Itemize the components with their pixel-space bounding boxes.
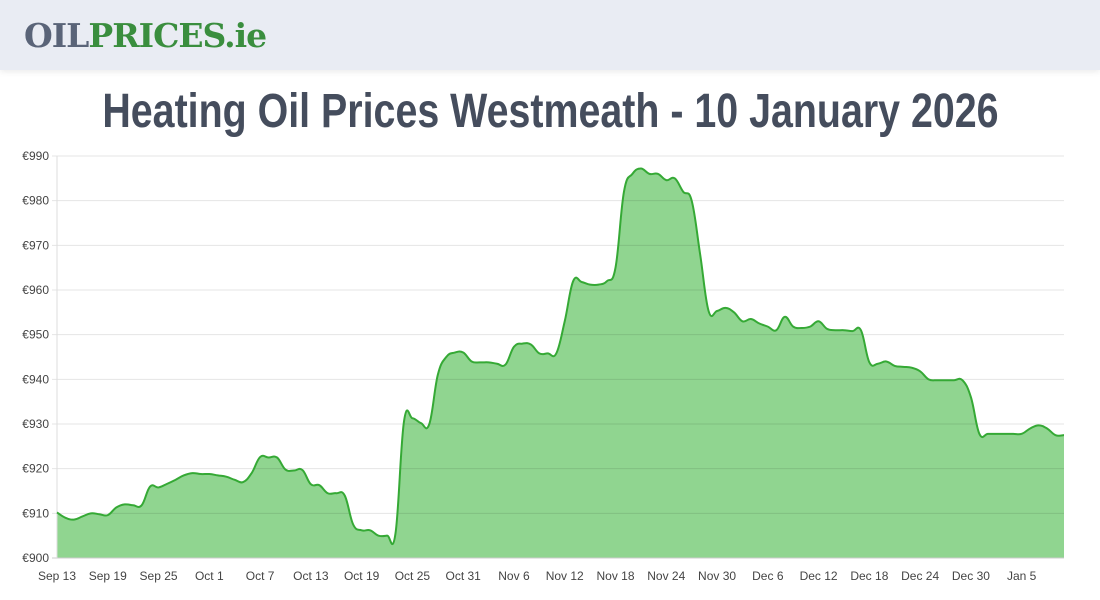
- y-tick-label: €940: [22, 372, 49, 386]
- x-tick-label: Nov 30: [698, 569, 736, 583]
- x-tick-label: Sep 19: [89, 569, 127, 583]
- price-line: [56, 167, 1065, 546]
- y-tick-label: €950: [22, 328, 49, 342]
- x-tick-label: Dec 6: [752, 569, 784, 583]
- x-tick-label: Sep 13: [38, 569, 76, 583]
- page-title: Heating Oil Prices Westmeath - 10 Januar…: [101, 85, 999, 138]
- y-tick-label: €920: [22, 462, 49, 476]
- logo-oil: OIL: [24, 16, 89, 55]
- x-tick-label: Dec 12: [800, 569, 838, 583]
- x-tick-label: Oct 1: [195, 569, 224, 583]
- y-tick-label: €960: [22, 283, 49, 297]
- x-tick-label: Dec 18: [850, 569, 888, 583]
- y-tick-label: €930: [22, 417, 49, 431]
- x-tick-label: Nov 24: [647, 569, 685, 583]
- y-tick-label: €970: [22, 238, 49, 252]
- logo-prices: PRICES.ie: [88, 16, 267, 55]
- x-tick-label: Oct 25: [395, 569, 431, 583]
- x-tick-label: Oct 31: [446, 569, 482, 583]
- x-tick-label: Nov 18: [596, 569, 634, 583]
- x-tick-label: Nov 6: [498, 569, 530, 583]
- area-fill: [57, 168, 1064, 559]
- x-tick-label: Jan 5: [1007, 569, 1037, 583]
- x-tick-label: Oct 13: [293, 569, 329, 583]
- page-title-wrap: Heating Oil Prices Westmeath - 10 Januar…: [0, 84, 1100, 139]
- y-tick-label: €910: [22, 506, 49, 520]
- x-tick-label: Dec 30: [952, 569, 990, 583]
- y-tick-label: €990: [22, 149, 49, 163]
- x-tick-label: Sep 25: [140, 569, 178, 583]
- y-tick-label: €980: [22, 194, 49, 208]
- x-tick-label: Oct 7: [246, 569, 275, 583]
- x-tick-label: Dec 24: [901, 569, 939, 583]
- y-tick-label: €900: [22, 551, 49, 565]
- x-tick-label: Nov 12: [546, 569, 584, 583]
- x-tick-label: Oct 19: [344, 569, 380, 583]
- site-header: OILPRICES.ie: [0, 0, 1100, 70]
- site-logo[interactable]: OILPRICES.ie: [24, 16, 267, 56]
